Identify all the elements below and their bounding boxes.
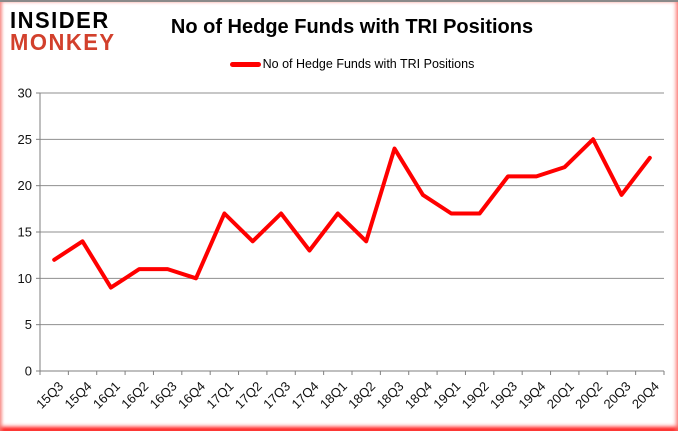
svg-text:17Q1: 17Q1 [203, 379, 236, 412]
svg-text:20Q1: 20Q1 [544, 379, 577, 412]
svg-text:20Q3: 20Q3 [600, 379, 633, 412]
svg-text:20Q2: 20Q2 [572, 379, 605, 412]
svg-text:0: 0 [25, 364, 32, 379]
svg-text:5: 5 [25, 317, 32, 332]
legend: No of Hedge Funds with TRI Positions [40, 57, 664, 71]
chart-title: No of Hedge Funds with TRI Positions [170, 16, 534, 38]
svg-text:17Q3: 17Q3 [260, 379, 293, 412]
svg-text:10: 10 [18, 271, 32, 286]
svg-text:25: 25 [18, 132, 32, 147]
svg-text:18Q4: 18Q4 [402, 379, 435, 412]
svg-text:20: 20 [18, 178, 32, 193]
svg-text:17Q4: 17Q4 [288, 379, 321, 412]
svg-text:19Q3: 19Q3 [487, 379, 520, 412]
svg-text:18Q3: 18Q3 [374, 379, 407, 412]
svg-text:16Q1: 16Q1 [90, 379, 123, 412]
legend-line-marker [229, 61, 261, 67]
svg-text:19Q4: 19Q4 [515, 379, 548, 412]
svg-text:19Q2: 19Q2 [459, 379, 492, 412]
svg-text:15Q3: 15Q3 [33, 379, 66, 412]
svg-text:30: 30 [18, 86, 32, 101]
svg-text:18Q1: 18Q1 [317, 379, 350, 412]
svg-text:15: 15 [18, 225, 32, 240]
logo-text-monkey: MONKEY [10, 28, 116, 56]
insider-monkey-logo: INSIDER MONKEY [10, 6, 116, 56]
legend-label: No of Hedge Funds with TRI Positions [262, 57, 475, 71]
svg-text:19Q1: 19Q1 [430, 379, 463, 412]
svg-text:17Q2: 17Q2 [232, 379, 265, 412]
svg-text:16Q3: 16Q3 [147, 379, 180, 412]
svg-text:16Q2: 16Q2 [118, 379, 151, 412]
logo-text-insider: INSIDER [10, 6, 110, 34]
svg-text:18Q2: 18Q2 [345, 379, 378, 412]
svg-text:15Q4: 15Q4 [62, 379, 95, 412]
svg-text:16Q4: 16Q4 [175, 379, 208, 412]
svg-text:20Q4: 20Q4 [629, 379, 662, 412]
